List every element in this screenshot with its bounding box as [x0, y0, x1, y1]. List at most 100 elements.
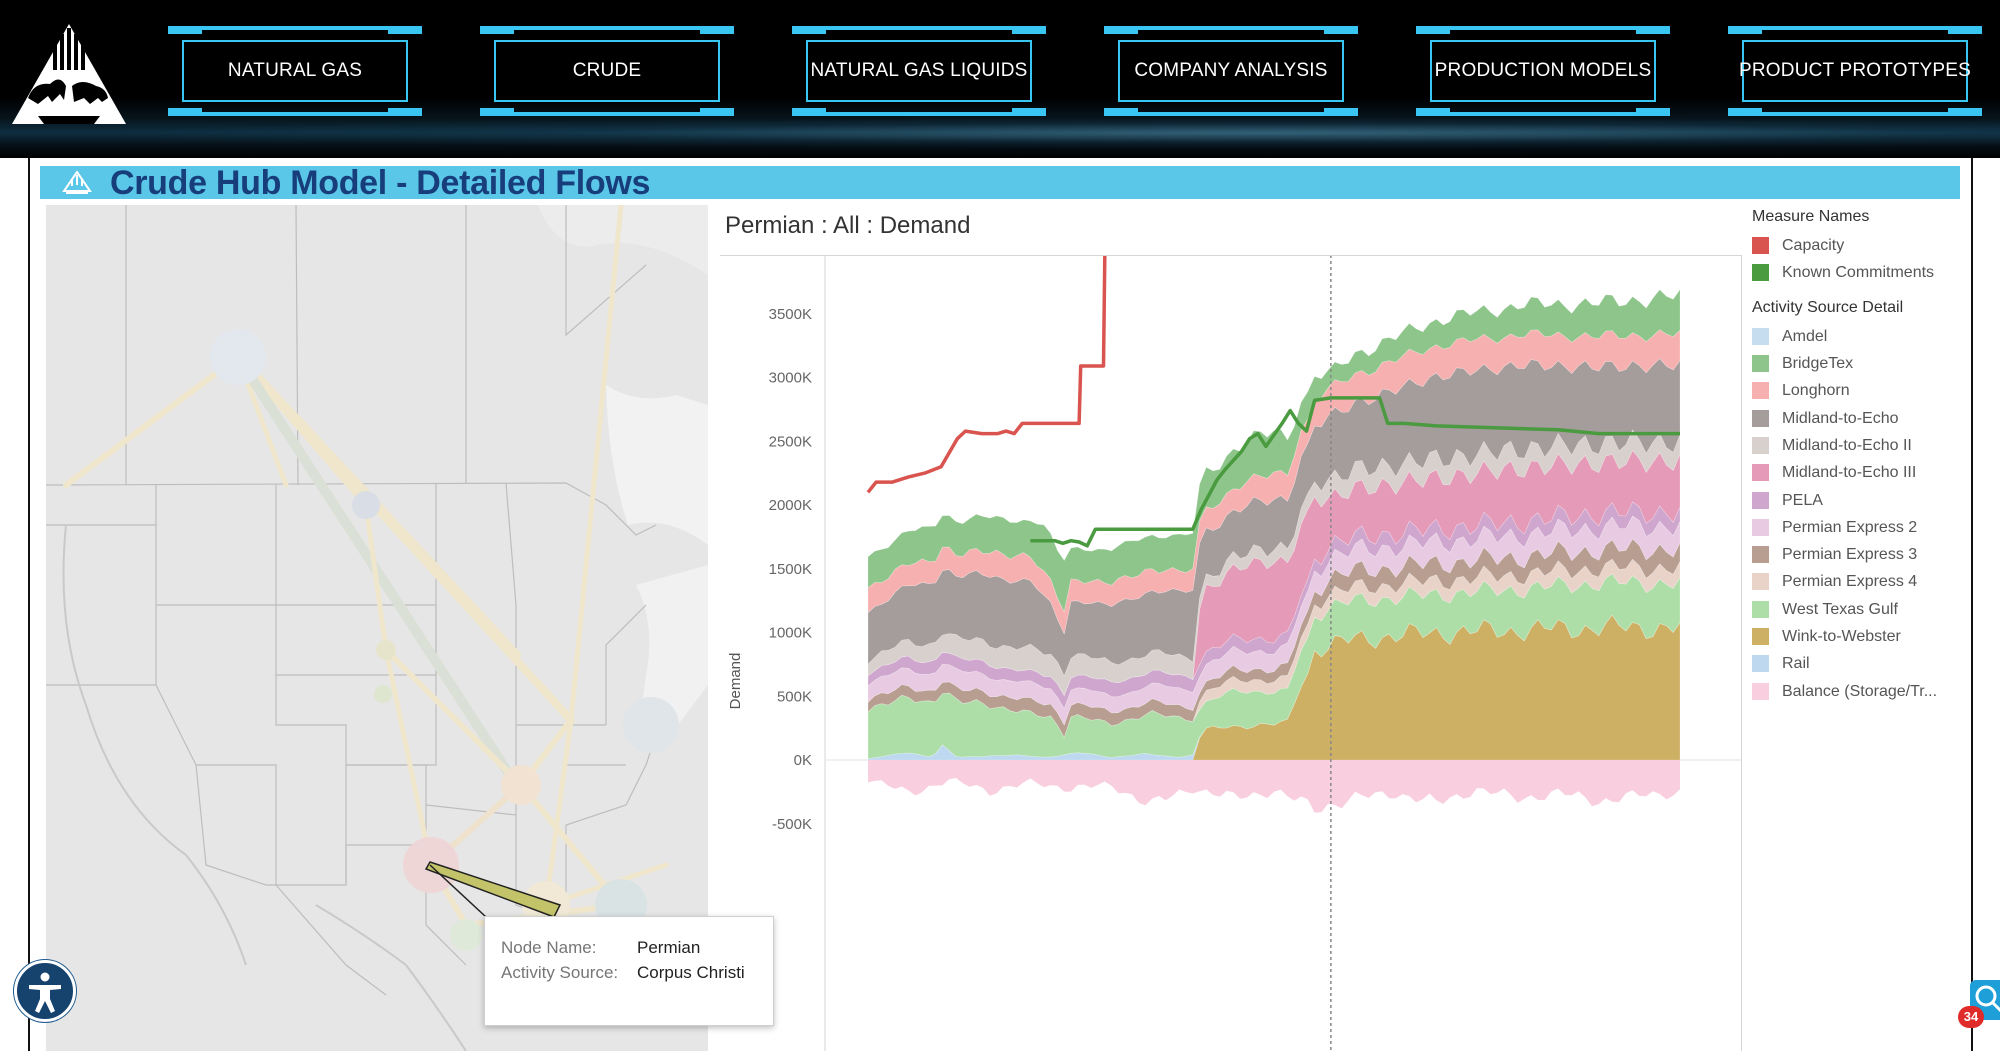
legend-source-swatch [1752, 409, 1769, 427]
legend-source-item[interactable]: Permian Express 2 [1752, 514, 1962, 541]
nav-product-prototypes[interactable]: PRODUCT PROTOTYPES [1728, 26, 1982, 116]
page-title-banner: Crude Hub Model - Detailed Flows [40, 164, 1960, 202]
y-tick-label: 3500K [769, 306, 812, 323]
us-map-canvas[interactable] [46, 205, 708, 1051]
y-tick-label: 1500K [769, 561, 812, 578]
chart-legend: Measure Names Capacity Known Commitments … [1752, 206, 1962, 705]
legend-source-item[interactable]: Permian Express 3 [1752, 541, 1962, 568]
flow-lines [63, 205, 669, 928]
y-tick-label: 2500K [769, 433, 812, 450]
legend-source-item[interactable]: Permian Express 4 [1752, 568, 1962, 595]
lake-region [606, 385, 708, 545]
legend-source-label: Permian Express 4 [1782, 573, 1918, 591]
node-cushing-north[interactable] [352, 491, 380, 519]
legend-source-label: West Texas Gulf [1782, 600, 1898, 618]
page-title: Crude Hub Model - Detailed Flows [110, 164, 651, 202]
nav-natural-gas-label: NATURAL GAS [182, 40, 408, 102]
legend-source-label: Balance (Storage/Tr... [1782, 682, 1938, 700]
chart-title: Permian : All : Demand [725, 212, 971, 239]
legend-measure-title: Measure Names [1752, 208, 1870, 225]
state-borders [46, 205, 667, 996]
legend-source-swatch [1752, 464, 1769, 482]
legend-source-item[interactable]: PELA [1752, 486, 1962, 513]
canada-north [46, 205, 708, 275]
accessibility-button[interactable] [14, 960, 76, 1022]
legend-source-label: Midland-to-Echo [1782, 409, 1899, 427]
page-frame-left [28, 158, 30, 1051]
notification-badge[interactable]: 34 [1958, 1006, 1984, 1028]
y-tick-label: 2000K [769, 497, 812, 514]
legend-source-label: Midland-to-Echo II [1782, 436, 1912, 454]
legend-source-swatch [1752, 546, 1769, 564]
legend-measure-item[interactable]: Known Commitments [1752, 259, 1962, 286]
legend-measure-swatch [1752, 264, 1769, 282]
legend-source-swatch [1752, 655, 1769, 673]
lake-region-east [636, 565, 708, 735]
nav-crude[interactable]: CRUDE [480, 26, 734, 116]
area-balance-storage[interactable] [868, 760, 1680, 813]
nav-production-models[interactable]: PRODUCTION MODELS [1416, 26, 1670, 116]
legend-source-label: Permian Express 3 [1782, 546, 1918, 564]
y-tick-label: 500K [777, 688, 812, 705]
legend-source-swatch [1752, 382, 1769, 400]
legend-source-item[interactable]: West Texas Gulf [1752, 596, 1962, 623]
node-corpus-christi[interactable] [450, 919, 482, 951]
legend-source-item[interactable]: Rail [1752, 650, 1962, 677]
legend-source-item[interactable]: Balance (Storage/Tr... [1752, 677, 1962, 704]
legend-source-label: Midland-to-Echo III [1782, 464, 1917, 482]
legend-source-label: Permian Express 2 [1782, 518, 1918, 536]
y-axis-tick-labels: 4000K 3500K 3000K 2500K 2000K 1500K 1000K 500K 0… [769, 255, 812, 833]
top-navigation-bar: NATURAL GAS CRUDE NATURAL GAS LIQUIDS CO… [0, 0, 2000, 158]
zoom-search-widget[interactable] [1970, 980, 2000, 1020]
activity-source-areas[interactable] [867, 288, 1681, 813]
legend-source-item[interactable]: Amdel [1752, 323, 1962, 350]
y-tick-label: 0K [794, 752, 812, 769]
line-known-commitments[interactable] [1030, 396, 1680, 548]
map-tooltip: Node Name: Permian Activity Source: Corpus… [484, 916, 774, 1026]
hub-flow-map[interactable] [46, 205, 708, 1051]
dashboard-logo-icon [62, 171, 92, 194]
legend-measure-label: Known Commitments [1782, 264, 1935, 282]
demand-stacked-area-chart[interactable]: 4000K 3500K 3000K 2500K 2000K 1500K 1000K 500K 0… [720, 255, 1745, 1051]
legend-source-label: Longhorn [1782, 382, 1850, 400]
legend-source-swatch [1752, 518, 1769, 536]
line-capacity[interactable] [866, 255, 1680, 494]
legend-measure-swatch [1752, 237, 1769, 255]
legend-source-item[interactable]: Longhorn [1752, 377, 1962, 404]
node-alberta[interactable] [210, 329, 266, 385]
gulf-coastline [315, 904, 467, 1051]
legend-source-item[interactable]: Wink-to-Webster [1752, 623, 1962, 650]
legend-source-label: PELA [1782, 491, 1823, 509]
legend-measure-item[interactable]: Capacity [1752, 232, 1962, 259]
company-logo-icon[interactable] [8, 20, 130, 132]
legend-source-swatch [1752, 491, 1769, 509]
legend-source-item[interactable]: Midland-to-Echo II [1752, 432, 1962, 459]
tooltip-node-label: Node Name: [501, 938, 597, 957]
legend-source-swatch [1752, 355, 1769, 373]
nav-natural-gas[interactable]: NATURAL GAS [168, 26, 422, 116]
legend-source-item[interactable]: Midland-to-Echo [1752, 404, 1962, 431]
legend-activity-title: Activity Source Detail [1752, 298, 1904, 316]
nav-company-analysis[interactable]: COMPANY ANALYSIS [1104, 26, 1358, 116]
legend-source-item[interactable]: Midland-to-Echo III [1752, 459, 1962, 486]
tooltip-pointer [429, 864, 487, 918]
node-patoka[interactable] [623, 697, 679, 753]
node-cushing[interactable] [501, 765, 541, 805]
area-midland-to-echo-ii[interactable] [867, 429, 1681, 697]
legend-source-item[interactable]: BridgeTex [1752, 350, 1962, 377]
nav-natural-gas-liquids[interactable]: NATURAL GAS LIQUIDS [792, 26, 1046, 116]
area-bridgetex[interactable] [867, 288, 1681, 613]
west-coastline [62, 524, 247, 966]
legend-source-swatch [1752, 436, 1769, 454]
nav-natural-gas-liquids-label: NATURAL GAS LIQUIDS [806, 40, 1032, 102]
node-guernsey[interactable] [376, 640, 396, 660]
y-tick-label: -500K [772, 816, 812, 833]
legend-source-swatch [1752, 682, 1769, 700]
node-rockies[interactable] [374, 685, 392, 703]
tooltip-source-label: Activity Source: [501, 963, 619, 982]
nav-company-analysis-label: COMPANY ANALYSIS [1118, 40, 1344, 102]
y-tick-label: 3000K [769, 370, 812, 387]
legend-source-label: BridgeTex [1782, 355, 1854, 373]
measure-lines[interactable] [866, 255, 1680, 548]
y-tick-label: 1000K [769, 625, 812, 642]
